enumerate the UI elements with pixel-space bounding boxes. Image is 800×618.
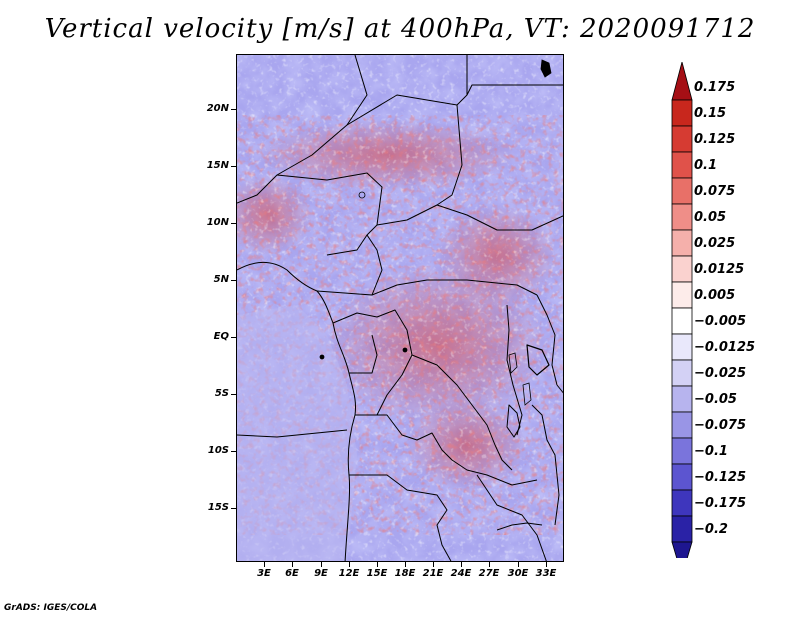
colorbar-label: 0.075 — [694, 184, 736, 199]
x-tick-label: 12E — [338, 568, 360, 579]
colorbar-label: 0.125 — [694, 132, 736, 147]
colorbar-label: −0.175 — [694, 496, 747, 511]
colorbar-label: −0.05 — [694, 392, 737, 407]
colorbar-segment — [671, 255, 693, 283]
x-tick — [321, 562, 322, 567]
colorbar-segment — [671, 99, 693, 127]
x-tick-label: 3E — [257, 568, 271, 579]
colorbar-label: −0.075 — [694, 418, 747, 433]
x-tick — [518, 562, 519, 567]
y-tick-label: 15S — [207, 502, 229, 513]
x-tick-label: 21E — [422, 568, 444, 579]
x-tick — [433, 562, 434, 567]
x-tick-label: 9E — [314, 568, 328, 579]
y-tick-label: 20N — [206, 103, 229, 114]
y-tick-label: 15N — [206, 160, 229, 171]
x-tick — [377, 562, 378, 567]
colorbar-label: 0.175 — [694, 80, 736, 95]
colorbar-label: −0.2 — [694, 522, 728, 537]
x-tick — [489, 562, 490, 567]
y-tick — [231, 508, 236, 509]
colorbar-label: 0.005 — [694, 288, 736, 303]
chart-title: Vertical velocity [m/s] at 400hPa, VT: 2… — [44, 14, 756, 44]
colorbar-segment — [671, 359, 693, 387]
credit-text: GrADS: IGES/COLA — [4, 603, 98, 613]
colorbar-segment — [671, 229, 693, 257]
colorbar-label: 0.0125 — [694, 262, 745, 277]
colorbar-label: −0.1 — [694, 444, 728, 459]
colorbar-segment — [671, 203, 693, 231]
y-tick — [231, 451, 236, 452]
y-tick — [231, 223, 236, 224]
colorbar-segment — [671, 463, 693, 491]
colorbar-label: −0.005 — [694, 314, 747, 329]
y-tick-label: 10S — [207, 445, 229, 456]
y-tick-label: 5S — [214, 388, 229, 399]
colorbar-segment — [671, 151, 693, 179]
y-tick — [231, 109, 236, 110]
x-tick — [292, 562, 293, 567]
colorbar-label: −0.125 — [694, 470, 747, 485]
x-tick-label: 18E — [394, 568, 416, 579]
colorbar-label: 0.15 — [694, 106, 727, 121]
x-tick — [461, 562, 462, 567]
colorbar — [671, 62, 693, 558]
y-tick — [231, 394, 236, 395]
vertical-velocity-field — [237, 55, 563, 561]
x-tick-label: 27E — [478, 568, 500, 579]
colorbar-segment — [671, 177, 693, 205]
colorbar-segment — [671, 62, 693, 101]
colorbar-segment — [671, 489, 693, 517]
colorbar-segment — [671, 411, 693, 439]
colorbar-segment — [671, 333, 693, 361]
x-tick-label: 30E — [507, 568, 529, 579]
x-tick-label: 15E — [366, 568, 388, 579]
colorbar-label: −0.025 — [694, 366, 747, 381]
colorbar-label: 0.1 — [694, 158, 718, 173]
x-tick-label: 6E — [285, 568, 299, 579]
x-tick — [349, 562, 350, 567]
y-tick-label: 5N — [213, 274, 229, 285]
colorbar-label: −0.0125 — [694, 340, 756, 355]
colorbar-segment — [671, 437, 693, 465]
y-tick — [231, 166, 236, 167]
x-tick — [405, 562, 406, 567]
colorbar-label: 0.05 — [694, 210, 727, 225]
colorbar-label: 0.025 — [694, 236, 736, 251]
y-tick-label: 10N — [206, 217, 229, 228]
x-tick-label: 24E — [450, 568, 472, 579]
y-tick — [231, 337, 236, 338]
colorbar-segment — [671, 385, 693, 413]
colorbar-segment — [671, 307, 693, 335]
colorbar-segment — [671, 281, 693, 309]
y-tick — [231, 280, 236, 281]
x-tick — [264, 562, 265, 567]
colorbar-segment — [671, 541, 693, 558]
map-panel — [236, 54, 564, 562]
x-tick — [546, 562, 547, 567]
x-tick-label: 33E — [535, 568, 557, 579]
colorbar-segment — [671, 515, 693, 543]
colorbar-segment — [671, 125, 693, 153]
y-tick-label: EQ — [213, 331, 229, 342]
